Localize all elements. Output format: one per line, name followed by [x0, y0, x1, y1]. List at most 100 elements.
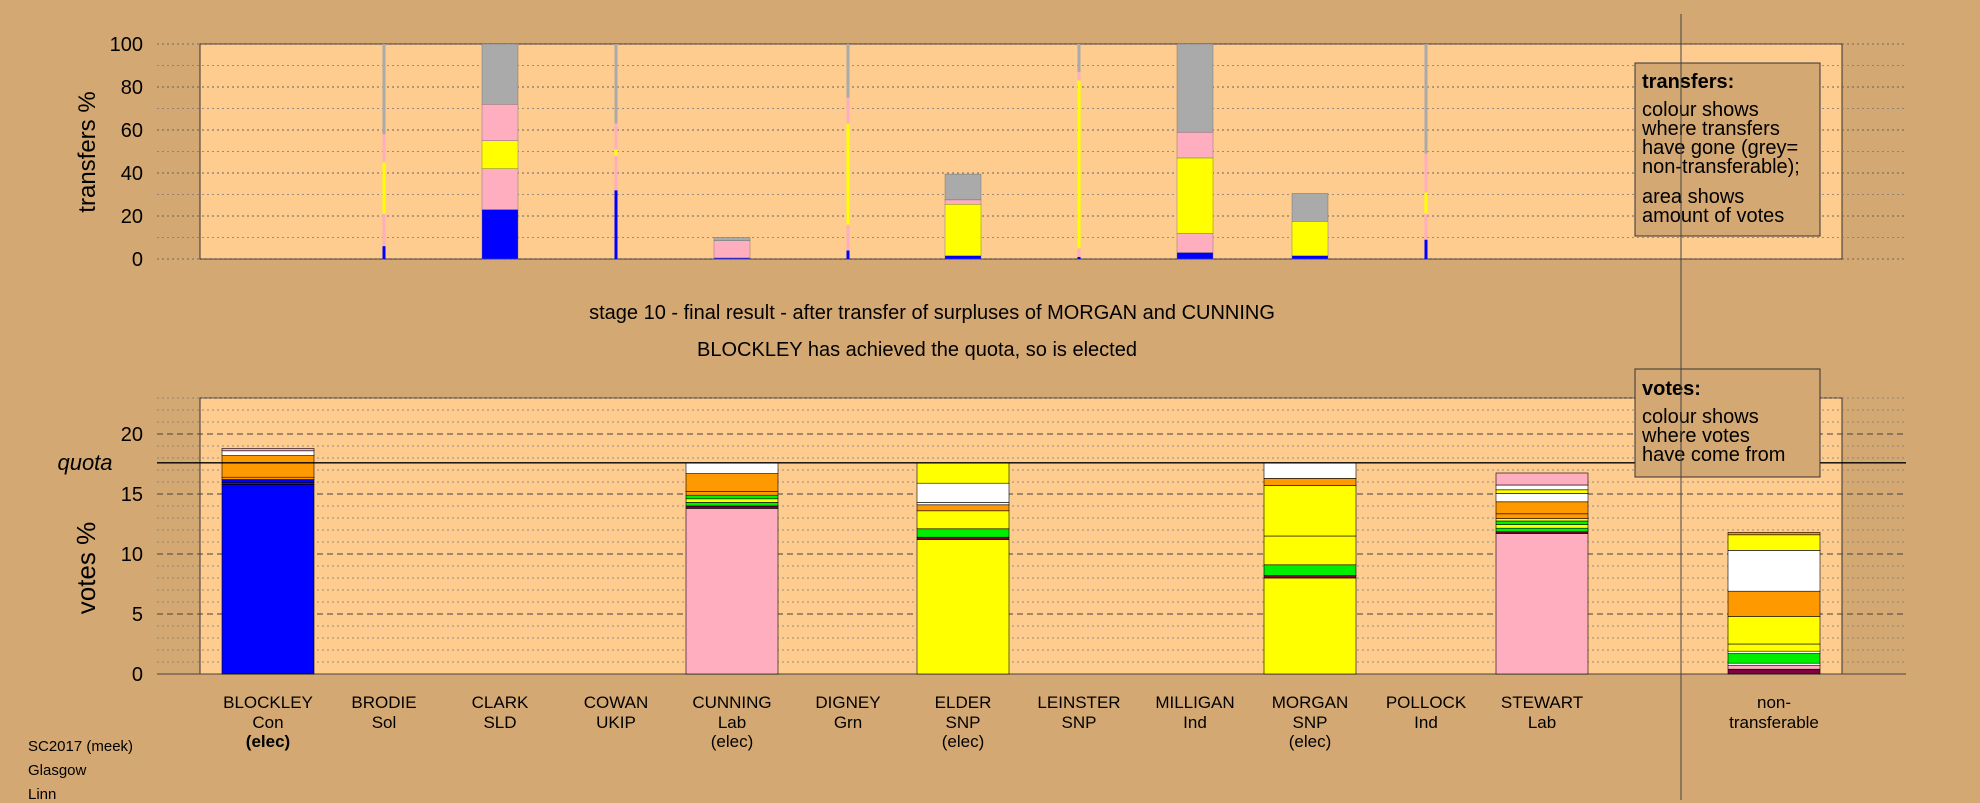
candidate-name-label: MORGAN [1272, 693, 1349, 712]
transfer-bar-segment [481, 103, 519, 141]
transfers-y-tick-label: 40 [121, 163, 143, 185]
transfer-bar-segment [382, 213, 386, 247]
transfer-bar-segment [614, 44, 618, 124]
transfers-y-tick-label: 0 [132, 249, 143, 271]
candidate-party-label: Ind [1414, 713, 1438, 732]
transfers-y-tick-label: 80 [121, 77, 143, 99]
transfers-legend-line: where transfers [1641, 118, 1780, 140]
vote-bar-segment [1727, 643, 1821, 652]
vote-bar-segment [1495, 501, 1589, 515]
vote-bar-segment [916, 462, 1010, 484]
candidate-name-label: BLOCKLEY [223, 693, 313, 712]
vote-bar-segment [1495, 524, 1589, 529]
votes-y-tick-label: 15 [121, 484, 143, 506]
vote-bar-segment [1727, 650, 1821, 654]
transfer-bar-segment [1077, 71, 1081, 81]
vote-bar-segment [916, 536, 1010, 540]
candidate-name-label: ELDER [935, 693, 992, 712]
vote-bar-segment [916, 504, 1010, 512]
candidate-party-label: Grn [834, 713, 862, 732]
vote-bar-segment [916, 510, 1010, 530]
footer-ward: Linn [28, 786, 57, 803]
transfer-bar-segment [1424, 213, 1428, 240]
vote-bar-segment [916, 539, 1010, 675]
transfer-bar-segment [944, 203, 982, 256]
candidate-status-label: (elec) [246, 732, 290, 751]
vote-bar-segment [1495, 493, 1589, 503]
vote-bar-segment [1495, 518, 1589, 522]
transfers-y-tick-label: 20 [121, 206, 143, 228]
candidate-party-label: UKIP [596, 713, 636, 732]
transfers-plot-area [199, 43, 1843, 260]
votes-legend-title: votes: [1642, 378, 1701, 400]
transfer-bar-segment [846, 44, 850, 98]
vote-bar-segment [1727, 534, 1821, 551]
stage-title: stage 10 - final result - after transfer… [589, 302, 1275, 324]
transfer-bar-segment [1077, 248, 1081, 257]
vote-bar-segment [916, 528, 1010, 538]
transfer-bar-segment [944, 173, 982, 201]
vote-bar-segment [1263, 575, 1357, 579]
candidate-name-label: CLARK [472, 693, 529, 712]
vote-bar-segment [1727, 662, 1821, 666]
vote-bar-segment [221, 455, 315, 478]
transfer-bar-segment [1424, 239, 1428, 259]
transfer-bar-segment [382, 134, 386, 163]
transfers-y-tick-label: 100 [110, 34, 143, 56]
candidate-party-label: SNP [946, 713, 981, 732]
transfer-bar-segment [1424, 153, 1428, 193]
candidate-party-label: Lab [1528, 713, 1556, 732]
candidate-name-label: DIGNEY [815, 693, 880, 712]
transfer-bar-segment [382, 246, 386, 259]
vote-bar-segment [1727, 653, 1821, 664]
candidate-party-label: Ind [1183, 713, 1207, 732]
vote-bar-segment [1495, 520, 1589, 525]
vote-bar-segment [221, 450, 315, 456]
transfer-bar-segment [1077, 80, 1081, 249]
votes-legend-line: colour shows [1642, 406, 1759, 428]
transfer-bar-segment [846, 250, 850, 259]
vote-bar-segment [1495, 527, 1589, 533]
transfer-bar-segment [382, 44, 386, 135]
vote-bar-segment [1263, 577, 1357, 675]
candidate-name-label: CUNNING [692, 693, 771, 712]
transfer-bar-segment [614, 155, 618, 191]
votes-y-axis-label: votes % [71, 522, 101, 615]
candidate-status-label: (elec) [942, 732, 985, 751]
transfer-bar-segment [713, 237, 751, 241]
transfers-y-tick-label: 60 [121, 120, 143, 142]
candidate-party-label: Con [252, 713, 283, 732]
vote-bar-segment [1495, 513, 1589, 519]
transfer-bar-segment [1424, 192, 1428, 214]
votes-y-tick-label: 5 [132, 604, 143, 626]
transfer-bar-segment [1077, 256, 1081, 259]
votes-legend-line: where votes [1641, 425, 1750, 447]
vote-bar-segment [916, 502, 1010, 506]
transfer-bar-segment [846, 224, 850, 251]
transfer-bar-segment [846, 97, 850, 124]
vote-bar-segment [685, 508, 779, 675]
vote-bar-segment [1495, 489, 1589, 494]
transfer-bar-segment [1077, 44, 1081, 72]
vote-bar-segment [221, 448, 315, 452]
transfer-bar-segment [614, 123, 618, 150]
quota-label: quota [57, 450, 112, 475]
votes-plot-area [199, 397, 1843, 675]
candidate-name-label: LEINSTER [1037, 693, 1120, 712]
transfer-bar-segment [1291, 193, 1329, 222]
transfer-bar-segment [481, 168, 519, 210]
transfers-y-axis-label: transfers % [74, 91, 101, 212]
candidate-party-label: SNP [1062, 713, 1097, 732]
transfer-bar-segment [481, 140, 519, 169]
footer-council: Glasgow [28, 762, 87, 779]
vote-bar-segment [1263, 535, 1357, 566]
transfer-bar-segment [614, 190, 618, 259]
transfer-bar-segment [614, 149, 618, 156]
vote-bar-segment [1263, 462, 1357, 479]
candidate-party-label: SNP [1293, 713, 1328, 732]
transfers-legend-box [1634, 62, 1821, 237]
